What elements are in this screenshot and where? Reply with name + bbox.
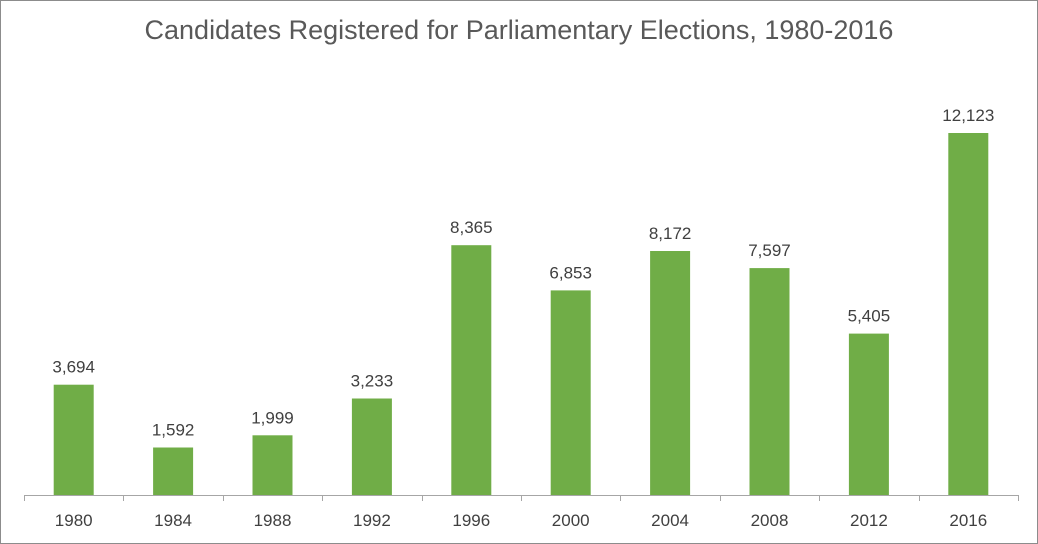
bars-layer — [53, 133, 989, 495]
x-tick-label-2012: 2012 — [850, 511, 888, 530]
bar-1988 — [252, 435, 293, 495]
data-label-2012: 5,405 — [848, 307, 891, 326]
bar-2008 — [749, 268, 790, 495]
chart-title: Candidates Registered for Parliamentary … — [144, 15, 894, 45]
bar-2000 — [550, 290, 591, 495]
data-label-1980: 3,694 — [52, 358, 95, 377]
x-tick-label-2016: 2016 — [949, 511, 987, 530]
data-label-2016: 12,123 — [942, 106, 994, 125]
data-label-1988: 1,999 — [251, 408, 294, 427]
bar-2004 — [650, 251, 691, 495]
x-tick-label-1988: 1988 — [254, 511, 292, 530]
bar-1992 — [351, 398, 392, 495]
x-tick-label-1980: 1980 — [55, 511, 93, 530]
x-axis: 1980 1984 1988 1992 1996 2000 2004 2008 2012 2016 — [24, 495, 1019, 530]
data-label-2008: 7,597 — [748, 241, 791, 260]
bar-1984 — [153, 447, 194, 495]
x-tick-label-2000: 2000 — [552, 511, 590, 530]
data-label-2000: 6,853 — [549, 263, 592, 282]
data-labels-layer: 3,694 1,592 1,999 3,233 8,365 6,853 8,172 7,597… — [52, 106, 994, 440]
x-tick-label-1996: 1996 — [452, 511, 490, 530]
bar-2012 — [848, 333, 889, 495]
x-tick-label-1984: 1984 — [154, 511, 192, 530]
data-label-1992: 3,233 — [351, 372, 394, 391]
bar-2016 — [948, 133, 989, 495]
bar-1996 — [451, 245, 492, 495]
bar-1980 — [53, 384, 94, 495]
x-tick-label-2004: 2004 — [651, 511, 689, 530]
x-tick-label-2008: 2008 — [751, 511, 789, 530]
data-label-2004: 8,172 — [649, 224, 692, 243]
x-tick-label-1992: 1992 — [353, 511, 391, 530]
data-label-1984: 1,592 — [152, 421, 195, 440]
data-label-1996: 8,365 — [450, 218, 493, 237]
